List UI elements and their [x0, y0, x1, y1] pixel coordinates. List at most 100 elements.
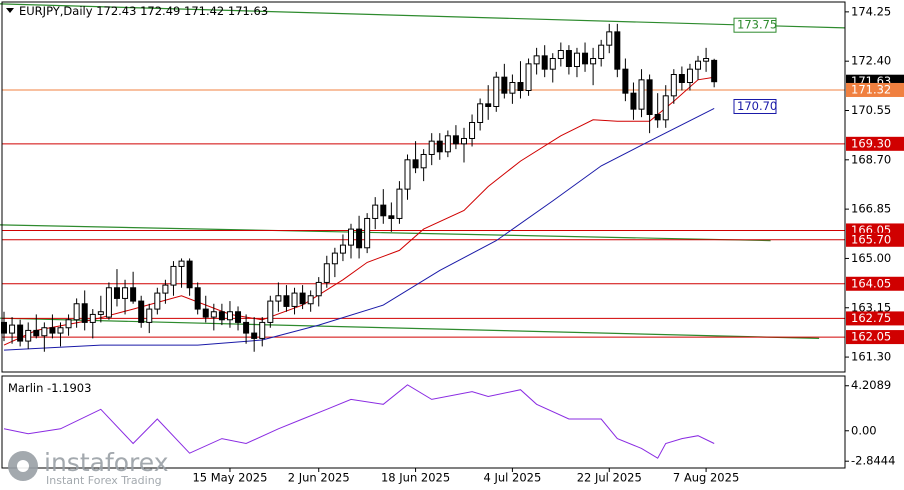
level-label: 171.32	[851, 82, 891, 96]
candle-body	[557, 50, 564, 60]
candle-body	[565, 50, 572, 68]
candle-body	[372, 204, 379, 219]
candle-body	[315, 281, 322, 297]
level-label: 169.30	[851, 136, 891, 150]
candle-body	[590, 58, 597, 65]
open: 172.43	[96, 4, 136, 18]
candle-body	[331, 252, 338, 265]
candle-body	[485, 103, 492, 107]
x-tick-label: 18 Jun 2025	[381, 471, 450, 485]
candle-body	[582, 52, 589, 65]
candle-body	[477, 103, 484, 123]
candle-body	[259, 321, 266, 339]
close: 171.63	[228, 4, 268, 18]
candle-body	[162, 284, 169, 294]
candle-body	[517, 82, 524, 92]
candle-body	[646, 79, 653, 115]
candle-body	[130, 287, 137, 302]
candle-body	[113, 287, 120, 299]
oscillator-frame	[1, 375, 846, 469]
level-box	[846, 276, 904, 291]
symbol-arrow	[6, 8, 14, 13]
candle-body	[396, 188, 403, 219]
y-tick-label: 161.30	[851, 350, 891, 364]
x-tick-label: 15 May 2025	[192, 471, 267, 485]
oscillator-name: Marlin	[8, 381, 43, 395]
x-tick-label: 7 Aug 2025	[673, 471, 739, 485]
level-box	[846, 330, 904, 345]
candle-body	[549, 58, 556, 70]
candle-body	[695, 60, 702, 70]
candle-body	[436, 140, 443, 153]
candle-body	[444, 135, 451, 153]
level-box	[846, 311, 904, 326]
y-tick-label: 166.85	[851, 202, 891, 216]
candle-body	[348, 228, 355, 246]
low: 171.42	[184, 4, 224, 18]
candle-body	[678, 74, 685, 84]
candle-body	[404, 159, 411, 190]
candle-body	[670, 74, 677, 97]
ma-line	[3, 107, 715, 351]
level-box	[846, 136, 904, 151]
candle-body	[210, 311, 217, 318]
candle-body	[493, 76, 500, 107]
candle-body	[460, 137, 467, 145]
candle-body	[614, 31, 621, 70]
candle-body	[138, 300, 145, 323]
candle-body	[243, 321, 250, 334]
level-box	[733, 98, 777, 114]
candle-body	[307, 295, 314, 305]
candle-body	[218, 311, 225, 321]
candle-body	[81, 303, 88, 323]
candle-body	[73, 303, 80, 321]
candle-body	[469, 121, 476, 139]
candle-body	[501, 76, 508, 94]
candle-body	[226, 311, 233, 321]
x-tick-label: 22 Jul 2025	[577, 471, 642, 485]
logo-core	[17, 460, 29, 472]
trend-line	[0, 317, 820, 339]
candle-body	[509, 82, 516, 94]
candle-body	[251, 332, 258, 339]
candle-body	[97, 311, 104, 315]
candle-body	[25, 329, 32, 342]
level-label: 162.05	[851, 330, 891, 344]
candle-body	[638, 79, 645, 110]
candle-body	[525, 63, 532, 92]
candle-body	[41, 327, 48, 337]
watermark: instaforex Instant Forex Trading	[8, 448, 169, 487]
candle-body	[428, 140, 435, 155]
candle-body	[711, 59, 718, 83]
candle-body	[146, 308, 153, 323]
candle-body	[299, 292, 306, 305]
candle-body	[65, 319, 72, 329]
candle-body	[291, 292, 298, 307]
candle-body	[283, 295, 290, 307]
candle-body	[49, 327, 56, 334]
high: 172.49	[140, 4, 180, 18]
oscillator-line	[3, 384, 715, 459]
level-box	[846, 232, 904, 247]
candle-body	[622, 68, 629, 94]
plot: 174.25 172.40 170.55 168.70 166.85 165.00 163.…	[0, 3, 904, 485]
candle-body	[380, 204, 387, 217]
candle-body	[412, 159, 419, 169]
candle-body	[235, 311, 242, 323]
candle-body	[703, 58, 710, 62]
main-frame	[1, 1, 846, 373]
candle-body	[533, 55, 540, 65]
level-box	[733, 17, 777, 33]
level-label: 173.75	[737, 18, 777, 32]
tagline: Instant Forex Trading	[46, 474, 162, 487]
candle-body	[170, 265, 177, 286]
candle-body	[57, 327, 64, 334]
candle-body	[598, 44, 605, 60]
candle-body	[89, 313, 96, 323]
symbol: EURJPY,Daily	[19, 4, 93, 18]
candle-body	[194, 287, 201, 310]
candle-body	[154, 292, 161, 310]
candle-body	[178, 260, 185, 267]
